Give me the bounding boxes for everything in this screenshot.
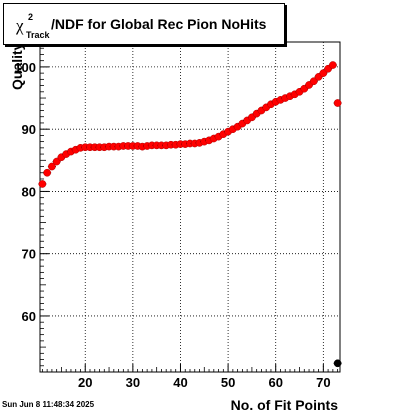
data-point — [48, 162, 56, 171]
data-point — [329, 61, 337, 69]
x-tick-label: 40 — [173, 375, 187, 390]
data-points — [38, 61, 342, 368]
data-point — [319, 69, 328, 77]
tick-labels: 20 30 40 50 60 70 60 70 80 90 100 — [14, 60, 330, 390]
data-point — [38, 180, 47, 188]
data-point — [52, 157, 61, 166]
y-tick-label: 80 — [22, 184, 36, 199]
x-tick-label: 20 — [78, 375, 92, 390]
data-point — [333, 359, 342, 368]
y-tick-label: 100 — [14, 60, 36, 75]
data-point — [309, 77, 318, 86]
x-tick-label: 30 — [126, 375, 140, 390]
axis-ticks — [40, 41, 339, 372]
y-tick-label: 70 — [22, 247, 36, 262]
title-superscript: 2 — [28, 12, 34, 22]
chart-title-box: χ 2 Track /NDF for Global Rec Pion NoHit… — [3, 3, 285, 45]
x-tick-label: 60 — [268, 375, 282, 390]
x-tick-label: 70 — [316, 375, 330, 390]
x-axis-label: No. of Fit Points — [231, 397, 339, 413]
y-tick-label: 60 — [22, 309, 36, 324]
x-tick-label: 50 — [221, 375, 235, 390]
grid-lines — [40, 42, 340, 372]
y-tick-label: 90 — [22, 122, 36, 137]
title-chi-symbol: χ — [16, 16, 24, 35]
data-point — [333, 99, 342, 107]
data-point — [43, 168, 51, 177]
timestamp: Sun Jun 8 11:48:34 2025 — [2, 400, 95, 409]
y-axis-label: Quality — [9, 42, 25, 90]
chart-title: /NDF for Global Rec Pion NoHits — [51, 16, 267, 32]
title-subscript: Track — [26, 30, 50, 40]
